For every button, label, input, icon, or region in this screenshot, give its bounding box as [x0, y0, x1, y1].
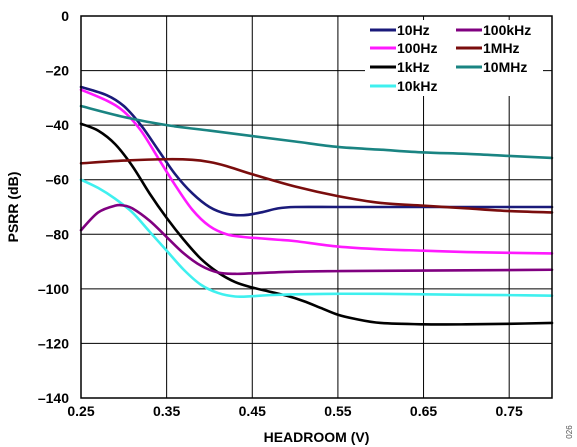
- legend-label: 100kHz: [483, 22, 531, 38]
- x-tick-label: 0.25: [67, 403, 94, 419]
- series-line-1khz: [79, 122, 554, 326]
- x-tick-label: 0.75: [496, 403, 523, 419]
- x-tick-label: 0.45: [239, 403, 266, 419]
- legend-label: 10Hz: [397, 22, 430, 38]
- series-line-10mhz: [79, 104, 554, 160]
- series-line-100khz: [79, 203, 554, 276]
- legend-label: 100Hz: [397, 40, 437, 56]
- legend-item-1mhz: 1MHz: [456, 40, 520, 56]
- x-axis-ticks: 0.25 0.35 0.45 0.55 0.65 0.75: [67, 403, 523, 419]
- series-line-1mhz: [79, 157, 554, 214]
- x-tick-label: 0.65: [410, 403, 437, 419]
- legend-label: 1kHz: [397, 59, 430, 75]
- y-tick-label: –80: [46, 226, 70, 242]
- x-tick-label: 0.55: [324, 403, 351, 419]
- legend-label: 10kHz: [397, 78, 437, 94]
- y-axis-label: PSRR (dB): [5, 172, 21, 243]
- legend-label: 10MHz: [483, 59, 527, 75]
- y-tick-label: –60: [46, 172, 70, 188]
- legend: 10Hz 100Hz 1kHz 10kHz 100kHz 1MHz 10MHz: [370, 22, 531, 94]
- y-tick-label: –20: [46, 63, 70, 79]
- legend-item-100hz: 100Hz: [370, 40, 437, 56]
- y-axis-ticks: 0 –20 –40 –60 –80 –100 –120 –140: [38, 8, 69, 406]
- series-lines: [79, 85, 554, 326]
- series-line-10hz: [79, 85, 554, 217]
- figure-number-note: 026: [565, 425, 574, 439]
- legend-item-10khz: 10kHz: [370, 78, 437, 94]
- y-tick-label: 0: [61, 8, 69, 24]
- x-axis-label: HEADROOM (V): [264, 429, 370, 445]
- x-tick-label: 0.35: [153, 403, 180, 419]
- series-line-10khz: [79, 178, 554, 299]
- legend-item-1khz: 1kHz: [370, 59, 430, 75]
- legend-box: [365, 20, 543, 96]
- legend-item-10hz: 10Hz: [370, 22, 430, 38]
- y-tick-label: –40: [46, 117, 70, 133]
- plot-frame: [80, 15, 553, 399]
- legend-label: 1MHz: [483, 40, 520, 56]
- series-line-100hz: [79, 88, 554, 255]
- y-tick-label: –120: [38, 335, 69, 351]
- legend-item-10mhz: 10MHz: [456, 59, 527, 75]
- y-tick-label: –140: [38, 390, 69, 406]
- y-tick-label: –100: [38, 281, 69, 297]
- legend-item-100khz: 100kHz: [456, 22, 531, 38]
